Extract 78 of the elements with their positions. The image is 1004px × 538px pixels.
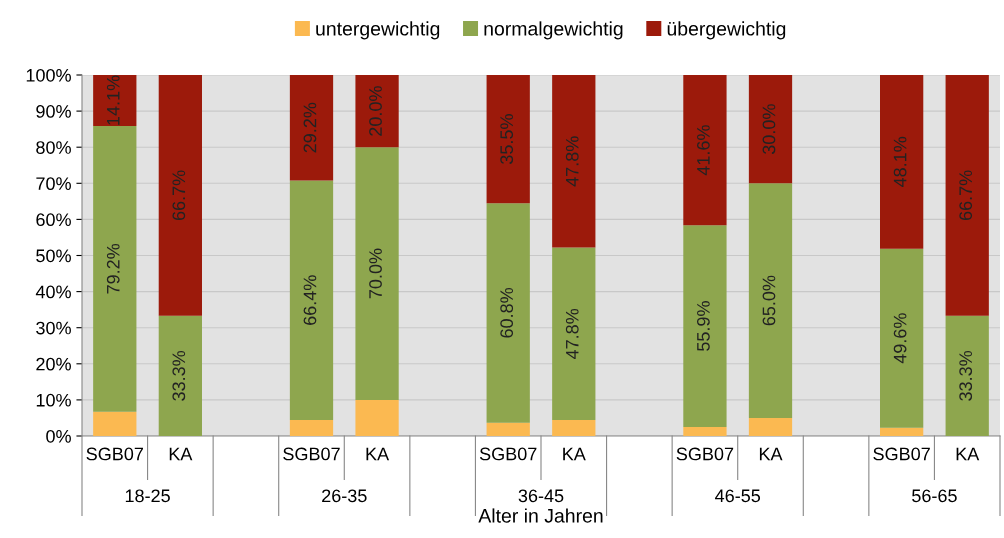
data-label: 33.3% [172, 350, 186, 401]
bar [552, 247, 596, 421]
legend-label: übergewichtig [667, 21, 786, 40]
data-label: 20.0% [369, 86, 382, 136]
data-label: 48.1% [893, 136, 907, 187]
bar [93, 411, 137, 436]
bar [552, 420, 596, 436]
bar [289, 180, 334, 421]
bar [683, 75, 727, 226]
text: 26-35 [322, 489, 367, 503]
data-label: 60.8% [500, 287, 514, 338]
y-tick-label: 90% [36, 105, 71, 118]
text: 36-45 [518, 489, 564, 503]
bar [748, 417, 793, 436]
text: 18-25 [125, 489, 170, 503]
bar [683, 225, 727, 427]
data-label: 66.7% [959, 170, 973, 221]
x-tick-label: SGB07 [676, 447, 734, 461]
x-tick-label: SGB07 [86, 447, 143, 461]
legend-label: untergewichtig [316, 21, 440, 40]
y-tick-label: 50% [36, 249, 71, 263]
bar [748, 75, 793, 184]
bar [158, 75, 202, 316]
data-label: 79.2% [106, 243, 120, 294]
data-label: 14.1% [106, 75, 120, 125]
y-tick-label: 10% [36, 393, 71, 407]
x-tick-label: KA [563, 447, 586, 461]
x-tick-label: KA [366, 447, 390, 461]
bar [289, 75, 334, 181]
bar [355, 399, 399, 436]
y-tick-label: 0% [46, 429, 71, 443]
x-tick-label: SGB07 [479, 447, 537, 461]
bar [486, 422, 530, 436]
y-tick-label: 70% [36, 177, 71, 191]
data-label: 65.0% [762, 275, 776, 326]
y-tick-label: 100% [26, 68, 71, 82]
bar [93, 125, 137, 412]
bar [158, 315, 202, 436]
data-label: 47.8% [565, 308, 579, 360]
x-tick-label: KA [169, 447, 193, 461]
data-label: 55.9% [696, 301, 710, 351]
x-axis-title: Alter in Jahren [478, 508, 603, 523]
bar [748, 183, 793, 418]
legend-label: normalgewichtig [484, 21, 623, 40]
data-label: 29.2% [303, 102, 317, 153]
bar [289, 420, 334, 436]
data-label: 47.8% [565, 136, 579, 187]
data-label: 49.6% [893, 313, 907, 364]
text: 56-65 [912, 489, 957, 503]
x-tick-label: KA [759, 447, 783, 461]
y-tick-label: 20% [36, 357, 71, 371]
bar [552, 75, 596, 248]
data-label: 70.0% [369, 248, 382, 299]
bar [355, 75, 399, 148]
bar [880, 427, 924, 436]
x-tick-label: SGB07 [283, 447, 340, 461]
bar [486, 203, 530, 423]
data-label: 41.6% [696, 125, 710, 176]
bar [880, 248, 924, 428]
y-tick-label: 80% [36, 141, 71, 154]
y-tick-label: 30% [36, 321, 71, 335]
bar [93, 75, 137, 126]
y-tick-label: 60% [36, 213, 71, 227]
y-tick-label: 40% [35, 285, 71, 299]
data-label: 30.0% [762, 104, 776, 155]
data-label: 33.3% [959, 350, 973, 401]
bar [683, 426, 727, 436]
bar [355, 147, 399, 400]
bar [945, 315, 989, 436]
bar [486, 75, 530, 204]
data-label: 35.5% [500, 114, 514, 164]
x-tick-label: SGB07 [873, 447, 930, 461]
bar [880, 75, 924, 249]
x-tick-label: KA [956, 447, 980, 461]
data-label: 66.4% [303, 275, 317, 325]
data-label: 66.7% [172, 170, 186, 221]
bar [945, 75, 989, 316]
text: 46-55 [715, 489, 761, 503]
